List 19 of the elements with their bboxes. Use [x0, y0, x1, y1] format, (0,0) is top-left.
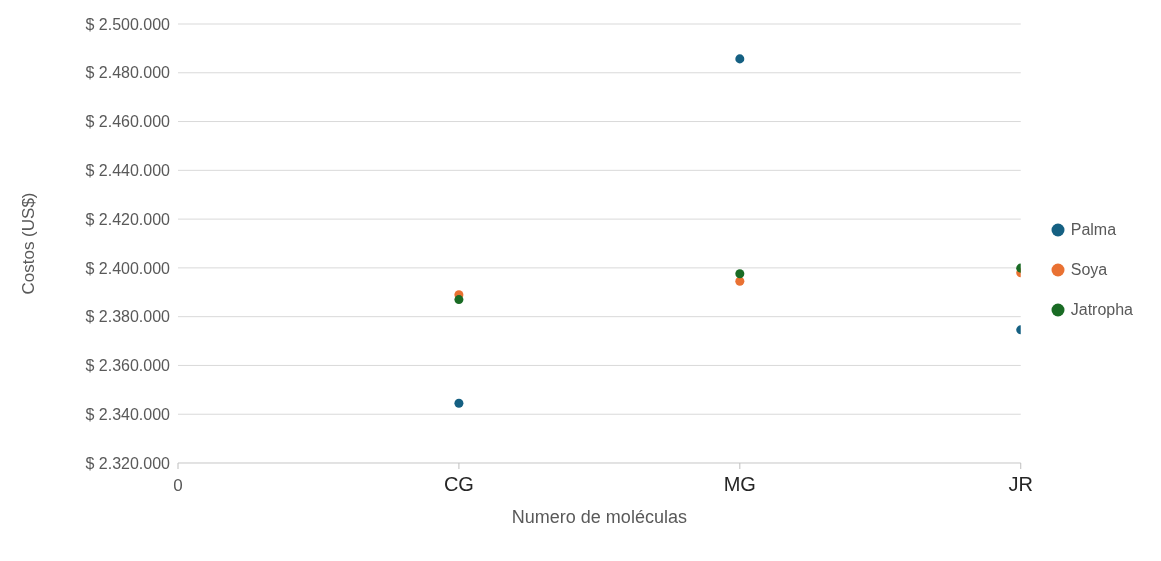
legend-label: Soya — [1070, 260, 1108, 279]
y-tick-label: $ 2.380.000 — [85, 308, 171, 326]
y-tick-label: $ 2.360.000 — [85, 357, 171, 375]
y-tick-label: $ 2.480.000 — [85, 64, 171, 82]
y-tick-label: $ 2.500.000 — [85, 15, 171, 33]
y-axis-title: Costos (US$) — [19, 192, 39, 295]
y-tick-label: $ 2.400.000 — [85, 259, 171, 277]
x-tick-label: 0 — [173, 476, 183, 495]
legend-label: Jatropha — [1070, 300, 1133, 319]
y-tick-label: $ 2.340.000 — [85, 405, 171, 423]
y-tick-label: $ 2.420.000 — [85, 210, 171, 228]
x-tick-label: JR — [1008, 473, 1033, 495]
legend-label: Palma — [1070, 220, 1117, 239]
y-tick-label: $ 2.320.000 — [85, 454, 171, 472]
y-tick-label: $ 2.460.000 — [85, 113, 171, 131]
x-tick-label: CG — [443, 473, 474, 495]
x-axis-title: Numero de moléculas — [511, 507, 687, 527]
y-tick-label: $ 2.440.000 — [85, 162, 171, 180]
x-tick-label: MG — [723, 473, 756, 495]
